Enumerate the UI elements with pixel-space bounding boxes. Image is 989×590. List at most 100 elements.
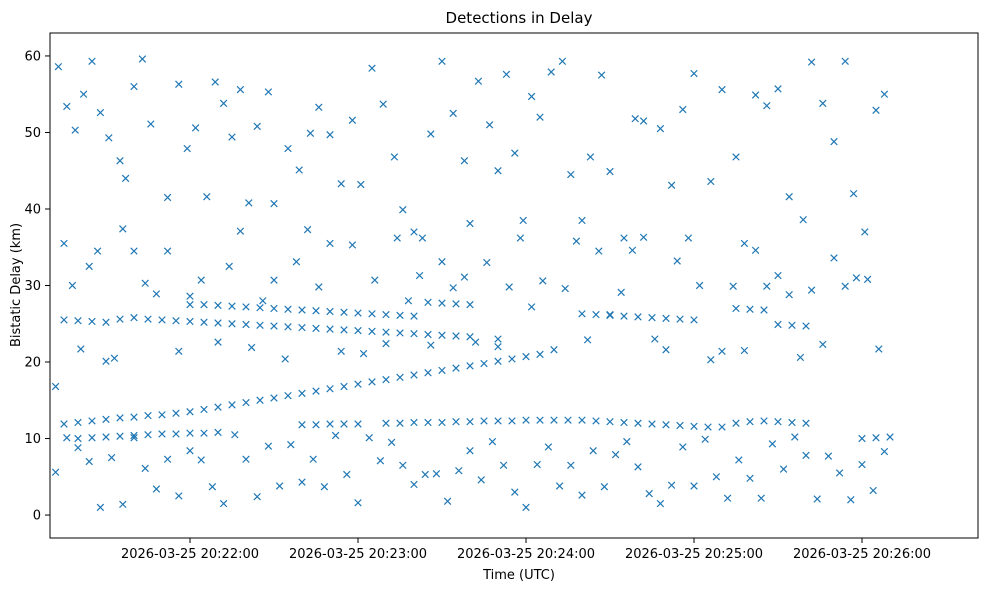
data-point bbox=[869, 486, 877, 495]
data-point bbox=[298, 323, 306, 332]
data-point bbox=[679, 105, 687, 114]
data-point bbox=[219, 99, 228, 108]
data-point bbox=[544, 443, 553, 451]
data-point bbox=[399, 461, 407, 470]
data-point bbox=[63, 102, 71, 111]
data-point bbox=[228, 320, 236, 328]
data-point bbox=[152, 485, 161, 493]
data-point bbox=[281, 355, 289, 363]
data-point bbox=[163, 193, 172, 202]
data-point bbox=[371, 276, 379, 284]
data-point bbox=[60, 316, 68, 324]
data-point bbox=[648, 420, 656, 428]
data-point bbox=[74, 434, 82, 443]
data-point bbox=[592, 310, 600, 319]
data-point bbox=[102, 433, 110, 441]
data-point bbox=[746, 305, 754, 313]
data-point bbox=[511, 488, 519, 496]
data-point bbox=[130, 413, 138, 421]
data-point bbox=[354, 420, 362, 428]
data-point bbox=[191, 124, 200, 132]
data-point bbox=[735, 456, 743, 464]
data-point bbox=[466, 362, 474, 370]
data-point bbox=[284, 391, 292, 400]
data-point bbox=[253, 492, 261, 501]
data-point bbox=[712, 473, 721, 481]
data-point bbox=[763, 282, 771, 290]
data-point bbox=[186, 447, 194, 455]
data-point bbox=[578, 216, 586, 225]
data-point bbox=[197, 456, 205, 464]
data-point bbox=[648, 313, 656, 322]
data-point bbox=[340, 308, 348, 317]
data-point bbox=[449, 109, 457, 118]
data-point bbox=[620, 234, 628, 242]
data-point bbox=[639, 117, 648, 125]
data-point bbox=[494, 417, 502, 425]
data-point bbox=[466, 300, 474, 309]
data-point bbox=[807, 58, 816, 66]
data-point bbox=[474, 77, 483, 85]
data-point bbox=[231, 430, 239, 439]
data-point bbox=[617, 288, 625, 297]
data-point bbox=[147, 120, 155, 128]
data-point bbox=[309, 455, 317, 463]
data-point bbox=[116, 157, 124, 165]
data-point bbox=[796, 353, 805, 362]
data-point bbox=[396, 311, 404, 320]
data-point bbox=[494, 342, 502, 351]
data-point bbox=[186, 300, 194, 309]
data-point bbox=[102, 318, 110, 326]
data-point bbox=[298, 421, 306, 429]
data-point bbox=[158, 430, 166, 438]
data-point bbox=[488, 437, 497, 446]
data-point bbox=[348, 241, 357, 249]
data-point bbox=[253, 122, 261, 131]
data-point bbox=[480, 417, 488, 425]
data-point bbox=[88, 317, 96, 326]
data-point bbox=[466, 417, 474, 426]
data-point bbox=[779, 465, 788, 473]
y-tick-label: 50 bbox=[24, 126, 41, 141]
data-point bbox=[368, 378, 376, 386]
data-point bbox=[774, 320, 782, 329]
data-point bbox=[449, 284, 457, 292]
data-point bbox=[452, 332, 460, 340]
data-point bbox=[550, 346, 558, 354]
data-point bbox=[214, 301, 222, 310]
data-point bbox=[695, 281, 704, 290]
data-point bbox=[774, 271, 782, 280]
y-axis: 0 10 20 30 40 50 60 bbox=[24, 49, 50, 524]
data-point bbox=[751, 246, 760, 255]
data-point bbox=[312, 324, 320, 333]
data-point bbox=[519, 216, 527, 225]
y-tick-label: 20 bbox=[24, 356, 41, 371]
data-point bbox=[561, 284, 569, 293]
data-point bbox=[774, 417, 782, 426]
data-point bbox=[219, 499, 228, 508]
data-point bbox=[606, 167, 614, 176]
data-point bbox=[298, 306, 306, 314]
data-point bbox=[105, 134, 113, 142]
data-point bbox=[623, 437, 631, 446]
data-point bbox=[175, 80, 183, 88]
data-point bbox=[418, 234, 427, 242]
data-point bbox=[432, 470, 441, 478]
data-point bbox=[214, 403, 222, 411]
data-point bbox=[662, 421, 670, 429]
data-point bbox=[583, 336, 592, 344]
data-point bbox=[163, 247, 172, 255]
data-point bbox=[236, 85, 245, 94]
x-tick-label: 2026-03-25 20:25:00 bbox=[625, 547, 763, 562]
data-point bbox=[121, 174, 130, 183]
data-point bbox=[667, 181, 676, 189]
data-point bbox=[303, 225, 312, 234]
y-axis-label: Bistatic Delay (km) bbox=[9, 223, 24, 347]
data-point bbox=[141, 279, 149, 287]
x-tick-label: 2026-03-25 20:26:00 bbox=[793, 547, 931, 562]
y-tick-label: 30 bbox=[24, 279, 41, 294]
data-point bbox=[466, 219, 474, 228]
data-point bbox=[74, 443, 82, 452]
data-point bbox=[354, 326, 362, 335]
